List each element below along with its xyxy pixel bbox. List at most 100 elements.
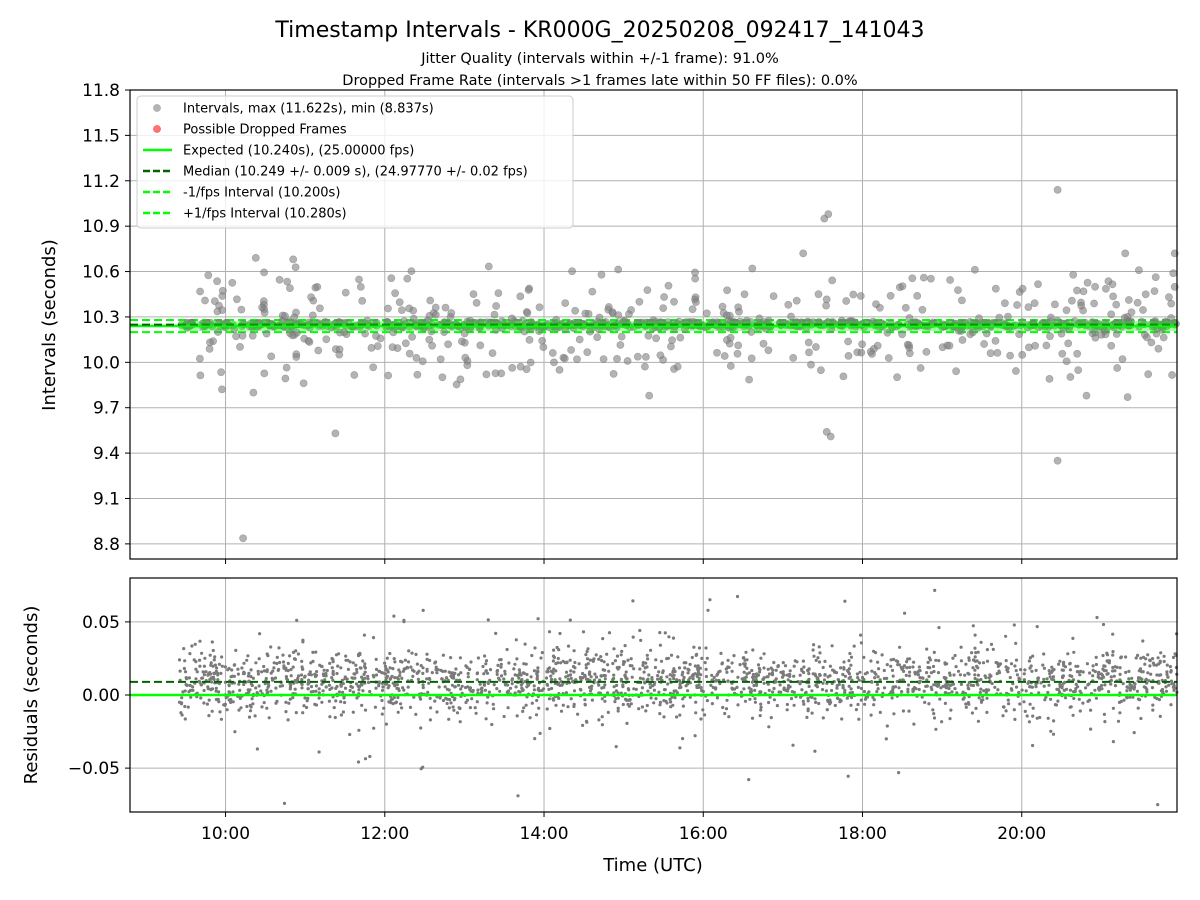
interval-point [397, 306, 406, 314]
residual-point [380, 712, 384, 716]
residual-point [600, 697, 604, 701]
interval-point [1064, 339, 1073, 348]
residual-point [191, 685, 195, 689]
residual-point [841, 672, 845, 677]
residual-point [207, 698, 211, 702]
residual-point [1019, 668, 1023, 672]
residual-point [1042, 684, 1046, 688]
residual-point [652, 701, 656, 705]
residual-point [212, 677, 216, 682]
residual-point [812, 643, 816, 647]
residual-point [1158, 714, 1162, 719]
residual-point [384, 668, 388, 672]
residual-point [1094, 696, 1098, 700]
residual-point [657, 690, 661, 694]
interval-point [1141, 290, 1150, 299]
residual-point [1157, 698, 1161, 702]
residual-point [1095, 615, 1099, 620]
residual-point [568, 618, 572, 622]
residual-point [704, 674, 709, 679]
residual-point [510, 682, 514, 686]
interval-point [691, 268, 699, 277]
interval-point [1102, 284, 1110, 293]
residual-point [234, 648, 238, 653]
interval-point [1083, 278, 1092, 287]
residual-point [242, 661, 246, 665]
residual-point [484, 659, 489, 663]
residual-point [600, 658, 604, 663]
residual-point [342, 696, 346, 700]
residual-point [210, 709, 214, 713]
residual-point [384, 682, 388, 686]
residual-point [911, 665, 915, 669]
interval-point [916, 364, 925, 372]
interval-point [206, 338, 214, 347]
interval-point [688, 305, 697, 314]
residual-point [597, 718, 601, 722]
residual-point [202, 701, 206, 705]
residual-point [650, 677, 654, 681]
interval-point [1107, 341, 1116, 350]
residual-point [1143, 662, 1147, 666]
residual-point [658, 703, 662, 707]
interval-point [413, 370, 422, 379]
residual-point [335, 671, 339, 676]
residual-point [542, 687, 546, 691]
residual-point [1072, 696, 1076, 701]
residual-point [854, 708, 859, 712]
interval-point [858, 340, 866, 349]
residual-point [699, 673, 703, 677]
interval-point [567, 346, 575, 354]
residual-point [416, 677, 420, 682]
residual-point [577, 662, 581, 666]
residual-point [213, 655, 217, 659]
residual-point [953, 687, 957, 691]
residual-point [1025, 714, 1029, 718]
residual-point [758, 668, 762, 672]
residual-point [436, 668, 440, 672]
residual-point [343, 686, 348, 690]
residual-point [801, 699, 805, 704]
residual-point [1133, 682, 1137, 686]
interval-point [497, 317, 506, 325]
residual-point [248, 709, 253, 713]
residual-point [1156, 803, 1160, 807]
interval-point [1169, 269, 1178, 278]
residual-point [1102, 712, 1106, 717]
residual-point [421, 666, 425, 670]
residual-point [973, 673, 977, 677]
residual-point [870, 669, 874, 673]
residual-point [962, 696, 966, 700]
residual-point [848, 651, 852, 656]
residual-point [1169, 703, 1173, 707]
residual-point [350, 676, 354, 680]
residual-point [536, 686, 541, 691]
residual-point [568, 658, 572, 662]
residual-point [891, 674, 895, 678]
residual-point [872, 703, 876, 707]
residual-point [337, 652, 341, 656]
residual-point [274, 686, 278, 690]
residual-point [1004, 709, 1008, 713]
residual-point [639, 638, 643, 643]
residual-point [690, 655, 694, 660]
residual-point [621, 702, 625, 707]
residual-point [1031, 706, 1035, 710]
residual-point [343, 675, 347, 679]
residual-point [644, 709, 648, 713]
interval-point [1069, 270, 1078, 279]
residual-point [331, 671, 335, 676]
residual-point [877, 667, 881, 671]
residual-point [843, 674, 848, 678]
residual-point [1091, 674, 1095, 678]
residual-point [967, 672, 971, 676]
interval-point [322, 335, 331, 344]
residual-point [411, 668, 415, 672]
residual-point [380, 698, 384, 703]
residual-point [985, 696, 989, 700]
residual-point [1113, 684, 1118, 688]
interval-point [995, 313, 1004, 322]
residual-point [959, 682, 964, 687]
residual-point [859, 686, 864, 691]
residual-point [712, 675, 716, 680]
